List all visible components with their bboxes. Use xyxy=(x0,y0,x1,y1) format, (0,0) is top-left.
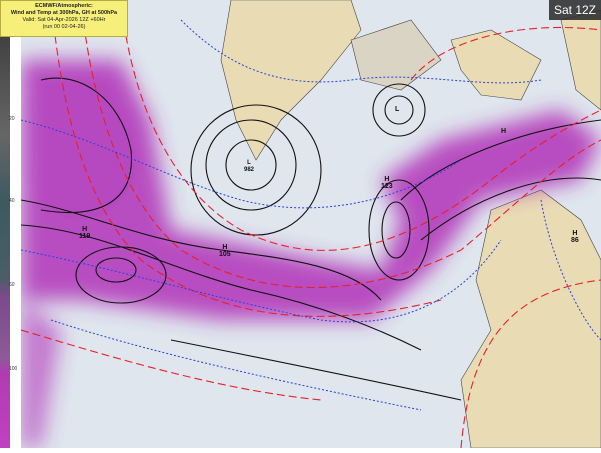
pressure-center-label: L 982 xyxy=(244,160,255,173)
colorbar-label: 100 xyxy=(9,366,18,372)
wind-speed-colorbar xyxy=(0,0,10,448)
weather-map[interactable]: H 119 H 105 L 982 H 123 H 86 L H xyxy=(20,0,601,449)
valid-time-badge: Sat 12Z xyxy=(548,0,601,20)
pressure-center-label: H 119 xyxy=(79,226,91,240)
pressure-center-label: L xyxy=(395,106,400,113)
title-run: (run 00 02-04-26) xyxy=(42,24,86,30)
title-valid-time: Valid: Sat 04-Apr-2026 12Z +60Hr xyxy=(22,17,106,23)
colorbar-label: 20 xyxy=(9,116,15,122)
temperature-contours-warm xyxy=(20,0,601,449)
geopotential-contours xyxy=(20,77,601,401)
colorbar-label-strip xyxy=(10,0,21,448)
pressure-center-label: H 86 xyxy=(571,230,579,244)
pressure-center-label: H 105 xyxy=(219,244,231,258)
jet-stream-shading xyxy=(21,60,601,448)
pressure-center-label: H 123 xyxy=(381,176,393,190)
map-title-box: ECMWF/Atmospheric: Wind and Temp at 300h… xyxy=(0,0,128,37)
title-source: ECMWF/Atmospheric: xyxy=(35,3,93,9)
title-product: Wind and Temp at 300hPa, GH at 500hPa xyxy=(10,10,118,16)
colorbar-label: 60 xyxy=(9,282,15,288)
pressure-center-label: H xyxy=(501,128,507,135)
colorbar-label: 40 xyxy=(9,198,15,204)
temperature-contours-cold xyxy=(20,19,601,411)
